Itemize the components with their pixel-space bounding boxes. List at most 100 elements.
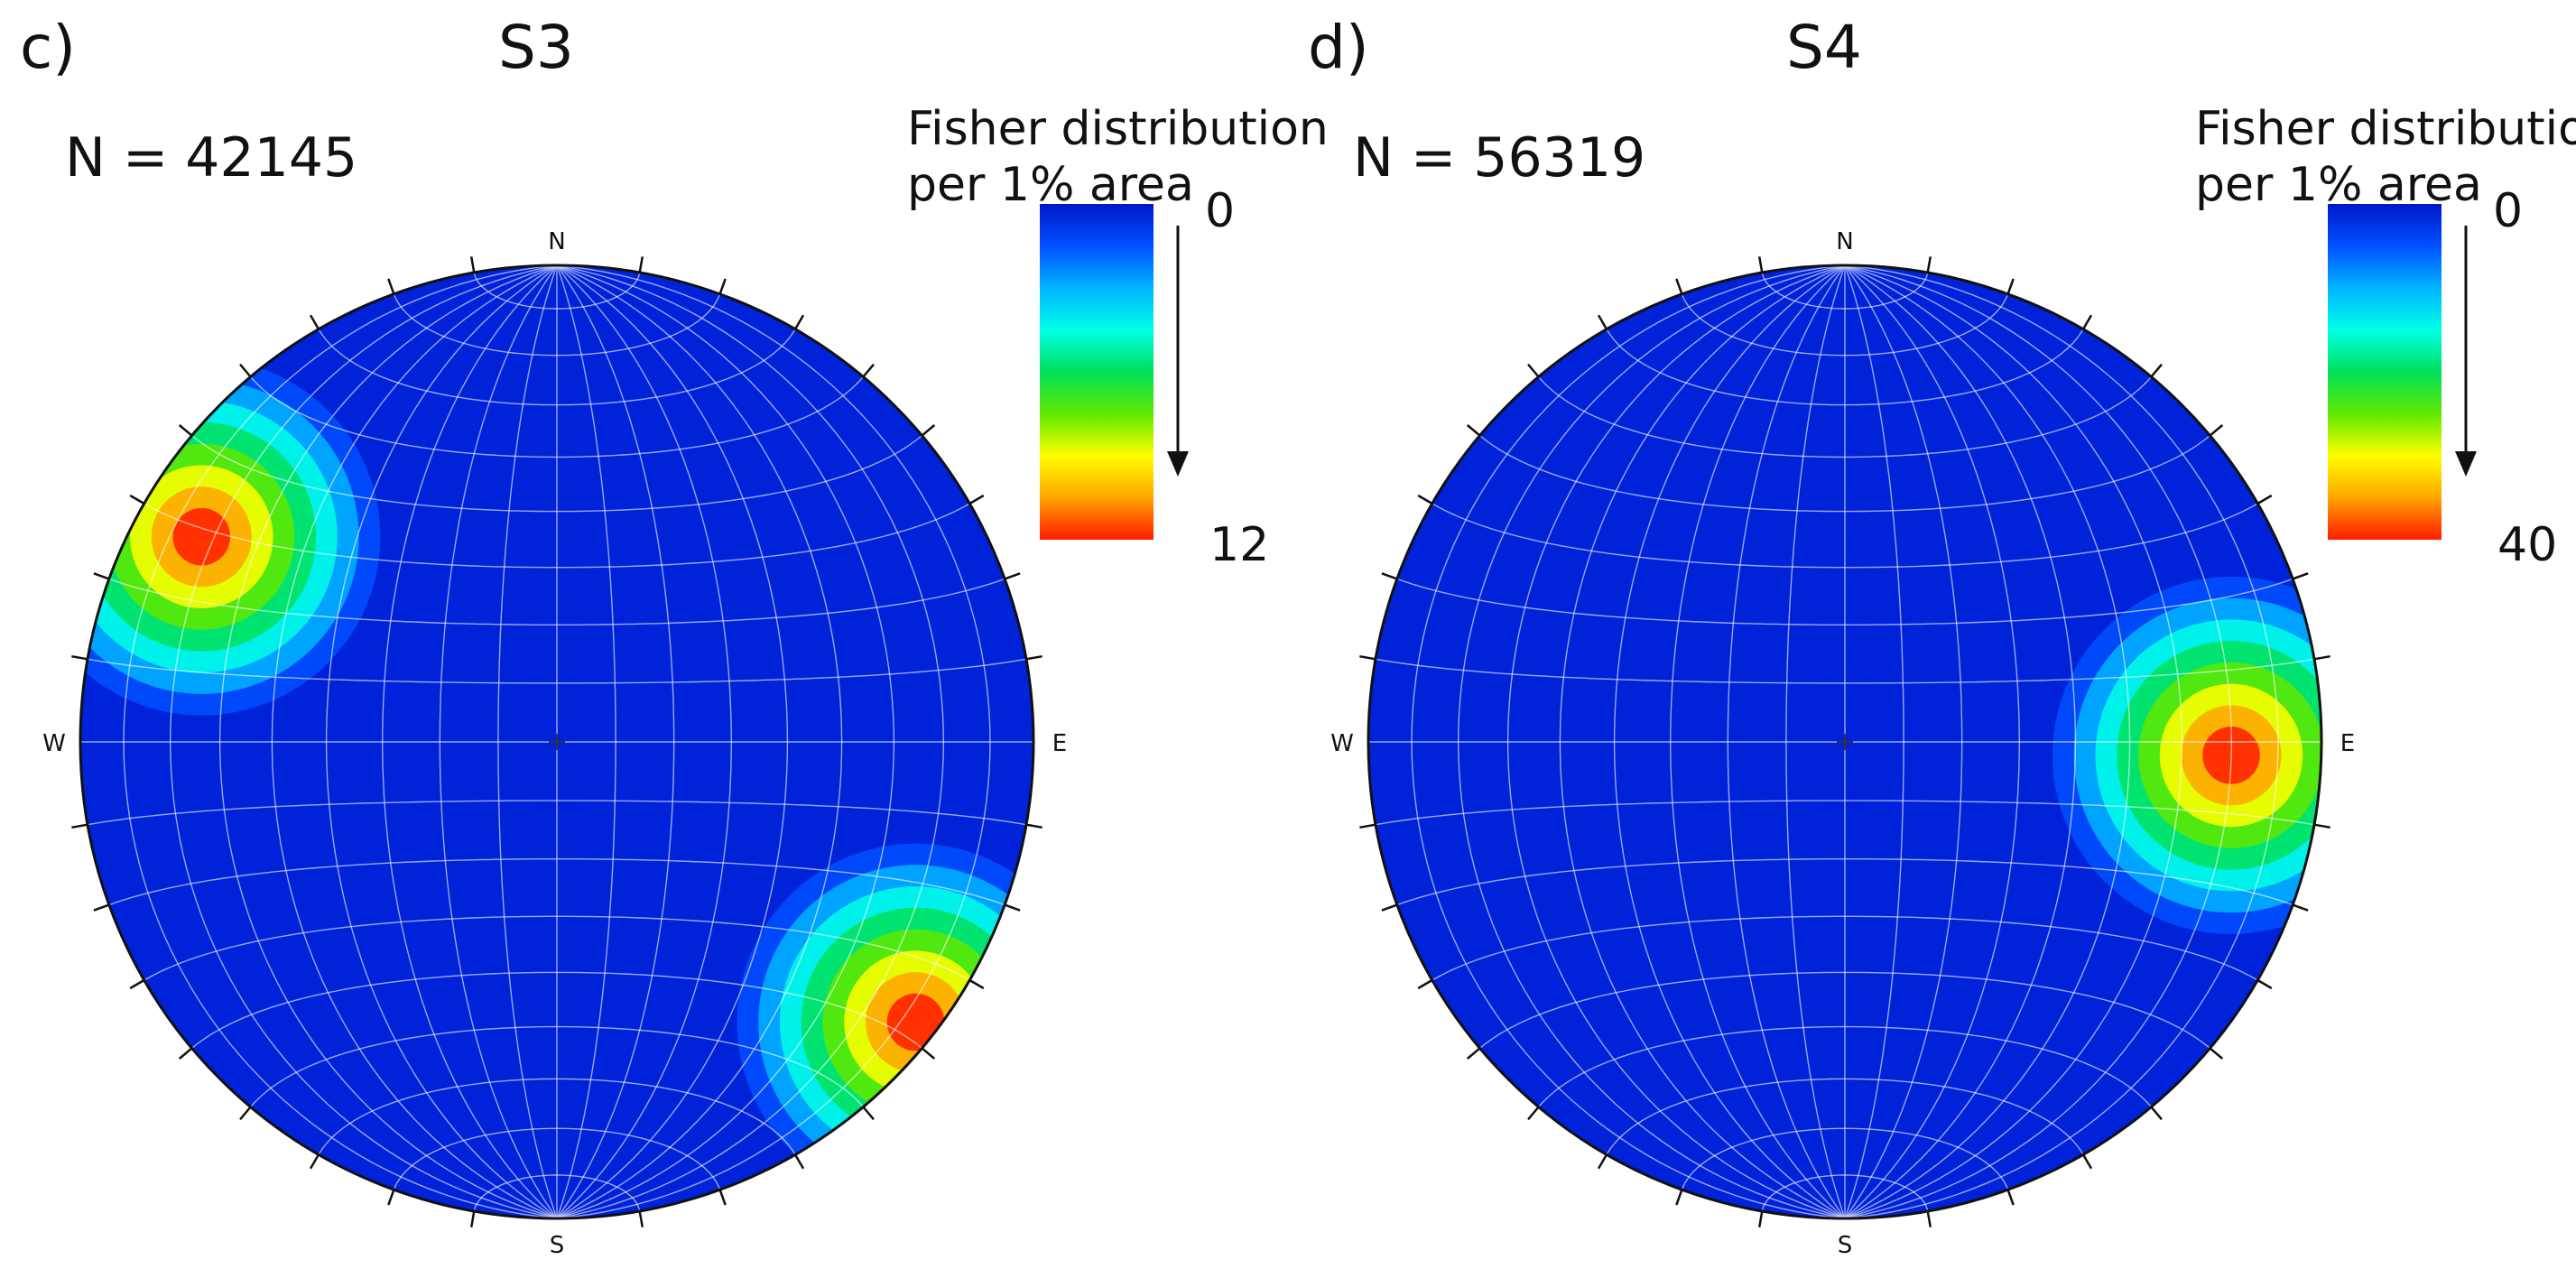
azimuth-tick	[1926, 256, 1932, 273]
stereonet-grid	[1368, 265, 2321, 1218]
small-circle	[393, 1127, 721, 1190]
azimuth-tick	[1004, 572, 1021, 580]
stereonet: N S E W	[42, 204, 1189, 1259]
panel-letter: d)	[1308, 13, 1369, 82]
azimuth-tick	[93, 903, 110, 912]
azimuth-tick	[968, 494, 985, 505]
north-label: N	[1836, 228, 1853, 255]
azimuth-tick	[1675, 278, 1683, 295]
colorbar-title-line1: Fisher distribution	[2195, 102, 2576, 156]
stereonet-grid	[80, 265, 1033, 1218]
colorbar-title-line2: per 1% area	[907, 158, 1194, 212]
colorbar-title: Fisher distribution per 1% area	[2195, 101, 2576, 213]
azimuth-tick	[1359, 823, 1376, 829]
south-label: S	[550, 1232, 565, 1259]
colorbar-arrow-head	[2455, 451, 2477, 477]
azimuth-tick	[1527, 1106, 1540, 1121]
azimuth-tick	[2150, 363, 2163, 378]
small-circle	[144, 915, 970, 981]
small-circle	[473, 272, 641, 310]
azimuth-tick	[1675, 1189, 1683, 1206]
small-circle	[108, 578, 1005, 625]
colorbar-max-label: 12	[1209, 518, 1270, 572]
east-label: E	[1052, 730, 1067, 757]
small-circle	[1375, 658, 2315, 684]
colorbar	[1040, 204, 1154, 540]
small-circle	[318, 329, 796, 406]
colorbar-title-line1: Fisher distribution	[907, 102, 1329, 156]
azimuth-tick	[1417, 494, 1433, 505]
azimuth-tick	[2209, 1047, 2224, 1060]
azimuth-tick	[1466, 1047, 1481, 1060]
small-circle	[318, 1078, 796, 1155]
colorbar-min-label: 0	[1205, 184, 1236, 238]
azimuth-tick	[2150, 1106, 2163, 1121]
small-circle	[1479, 971, 2210, 1049]
azimuth-tick	[93, 572, 110, 580]
azimuth-tick	[921, 1047, 936, 1060]
azimuth-tick	[638, 1210, 644, 1227]
colorbar-arrow-head	[1167, 451, 1189, 477]
density-concentration	[886, 993, 945, 1051]
azimuth-tick	[2256, 978, 2273, 990]
sample-count: N = 56319	[1353, 126, 1646, 190]
small-circle	[1681, 293, 2009, 357]
azimuth-tick	[793, 1153, 805, 1170]
azimuth-ticks	[71, 256, 1042, 1227]
azimuth-tick	[2313, 654, 2330, 661]
north-label: N	[548, 228, 565, 255]
south-label: S	[1838, 1232, 1853, 1259]
small-circle	[87, 800, 1027, 826]
azimuth-tick	[129, 978, 145, 990]
panel-c: c) S3 N = 42145 Fisher distribution per …	[20, 13, 1329, 1260]
small-circle	[1606, 1078, 2084, 1155]
chart-title: S3	[498, 13, 574, 82]
azimuth-tick	[469, 256, 476, 273]
small-circle	[144, 503, 970, 569]
colorbar-title: Fisher distribution per 1% area	[907, 101, 1329, 213]
small-circle	[1396, 578, 2293, 625]
chart-title: S4	[1786, 13, 1862, 82]
azimuth-tick	[1359, 654, 1376, 661]
azimuth-tick	[387, 278, 395, 295]
primitive-circle	[79, 264, 1035, 1220]
small-circle	[191, 971, 922, 1049]
panel-d: d) S4 N = 56319 Fisher distribution per …	[1288, 0, 2576, 1278]
east-label: E	[2340, 730, 2355, 757]
azimuth-tick	[178, 424, 193, 437]
azimuth-tick	[1381, 572, 1398, 580]
azimuth-tick	[309, 314, 320, 330]
azimuth-tick	[1757, 256, 1764, 273]
azimuth-tick	[387, 1189, 395, 1206]
small-circle	[473, 1174, 641, 1212]
azimuth-tick	[718, 278, 727, 295]
azimuth-tick	[239, 1106, 252, 1121]
azimuth-tick	[71, 654, 88, 661]
azimuth-tick	[2081, 1153, 2093, 1170]
density-concentration	[172, 507, 231, 566]
azimuth-tick	[2006, 278, 2015, 295]
colorbar-title-line2: per 1% area	[2195, 158, 2482, 212]
west-label: W	[42, 730, 66, 757]
azimuth-tick	[1025, 823, 1042, 829]
west-label: W	[1330, 730, 1354, 757]
small-circle	[108, 858, 1005, 906]
azimuth-tick	[71, 823, 88, 829]
azimuth-tick	[1926, 1210, 1932, 1227]
azimuth-tick	[1757, 1210, 1764, 1227]
primitive-circle	[1367, 264, 2323, 1220]
small-circle	[1375, 800, 2315, 826]
small-circle	[393, 293, 721, 357]
small-circle	[1432, 915, 2258, 981]
azimuth-tick	[1417, 978, 1433, 990]
azimuth-tick	[638, 256, 644, 273]
small-circle	[1761, 272, 1929, 310]
azimuth-tick	[793, 314, 805, 330]
azimuth-tick	[2081, 314, 2093, 330]
small-circle	[1538, 376, 2152, 458]
azimuth-tick	[2006, 1189, 2015, 1206]
azimuth-tick	[2292, 903, 2309, 912]
small-circle	[1479, 435, 2210, 513]
azimuth-tick	[921, 424, 936, 437]
azimuth-tick	[2209, 424, 2224, 437]
